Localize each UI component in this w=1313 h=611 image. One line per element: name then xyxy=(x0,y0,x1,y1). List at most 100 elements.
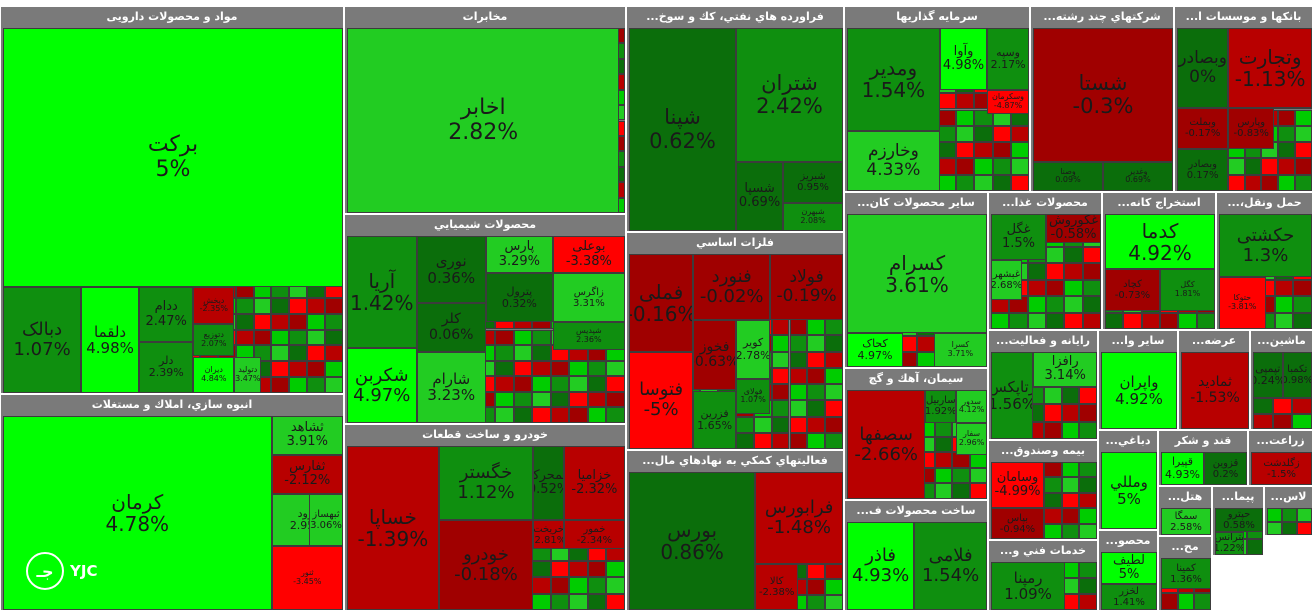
stock-tile[interactable]: فرابورس -1.48% xyxy=(755,472,843,565)
stock-tile[interactable]: دتولید 3.47% xyxy=(234,356,262,393)
stock-tile[interactable]: اخابر 2.82% xyxy=(347,28,620,213)
stock-tile[interactable]: حکشتی 1.3% xyxy=(1219,214,1312,278)
stock-tile[interactable]: زگلدشت -1.5% xyxy=(1251,452,1312,485)
stock-tile[interactable]: ومدیر 1.54% xyxy=(847,28,940,131)
stock-tile[interactable]: وپارس -0.83% xyxy=(1228,107,1275,149)
stock-tile[interactable]: وسامان -4.99% xyxy=(991,462,1044,509)
minor-stock-tile xyxy=(753,432,772,449)
stock-tile[interactable]: شسپا 0.69% xyxy=(736,161,784,231)
stock-tile[interactable]: خمحرکه0.52% xyxy=(533,446,564,520)
stock-tile[interactable]: خزامیا -2.32% xyxy=(563,446,625,520)
stock-tile[interactable]: ثفارس -2.12% xyxy=(271,454,343,494)
stock-tile[interactable]: وبصادر 0% xyxy=(1177,28,1229,108)
stock-tile[interactable]: آریا 1.42% xyxy=(347,236,417,349)
stock-tile[interactable]: کسرا 3.71% xyxy=(933,333,987,367)
stock-tile[interactable]: کالا -2.38% xyxy=(755,564,799,610)
stock-tile[interactable]: غکوروش -0.58% xyxy=(1046,214,1101,243)
stock-tile[interactable]: وغدیر 0.69% xyxy=(1103,161,1173,191)
stock-tile[interactable]: بوعلی -3.38% xyxy=(552,236,625,274)
stock-tile[interactable]: وبملت -0.17% xyxy=(1177,107,1229,149)
stock-tile[interactable]: کلر 0.06% xyxy=(416,303,486,352)
stock-tile[interactable]: کحاک 4.97% xyxy=(847,333,903,367)
stock-tile[interactable]: دبالک 1.07% xyxy=(3,287,82,393)
stock-tile[interactable]: شتران 2.42% xyxy=(736,28,843,162)
stock-tile[interactable]: فولاد -0.19% xyxy=(770,254,843,321)
stock-tile[interactable]: ددام 2.47% xyxy=(139,287,194,342)
stock-tile[interactable]: غگل 1.5% xyxy=(991,214,1046,260)
minor-stock-tile xyxy=(325,377,343,393)
stock-tile[interactable]: خمور -2.34% xyxy=(563,519,625,550)
stock-tile[interactable]: دتوزیع 2.07% xyxy=(193,323,235,357)
stock-tile[interactable]: کویر 2.78% xyxy=(736,320,771,379)
stock-tile[interactable]: واپران 4.92% xyxy=(1101,352,1177,429)
stock-tile[interactable]: سفار 2.96% xyxy=(956,422,987,456)
stock-tile[interactable]: تپمپی0.24% xyxy=(1253,352,1283,399)
stock-tile[interactable]: دپخش -2.35% xyxy=(193,287,235,324)
stock-tile[interactable]: کمینا 1.36% xyxy=(1161,558,1211,590)
stock-tile[interactable]: کگل 1.81% xyxy=(1160,269,1215,311)
stock-tile[interactable]: غبشهر 2.68% xyxy=(991,260,1022,301)
stock-tile[interactable]: زاگرس 3.31% xyxy=(552,273,625,322)
sector-content: لطیف 5% لخزر 1.41% xyxy=(1101,552,1157,610)
stock-tile[interactable]: بورس 0.86% xyxy=(629,472,756,610)
stock-tile[interactable]: شپنا 0.62% xyxy=(629,28,736,231)
stock-tile[interactable]: فنورد -0.02% xyxy=(693,254,771,321)
stock-tile[interactable]: برکت 5% xyxy=(3,28,343,288)
stock-tile[interactable]: دیران 4.84% xyxy=(193,356,235,393)
stock-tile[interactable]: بترانس 1.22% xyxy=(1215,531,1244,555)
stock-tile[interactable]: خگستر 1.12% xyxy=(438,446,534,520)
stock-tile[interactable]: بپاس -0.94% xyxy=(991,508,1044,539)
stock-tile[interactable]: نوری 0.36% xyxy=(416,236,486,304)
stock-tile[interactable]: فتوسا -5% xyxy=(629,351,694,449)
stock-tile[interactable]: فملی -0.16% xyxy=(629,254,694,352)
stock-tile[interactable]: شپدیس 2.36% xyxy=(552,322,625,351)
stock-tile[interactable]: ثمادید -1.53% xyxy=(1181,352,1249,429)
stock-tile[interactable]: ثبهساز 3.06% xyxy=(309,493,343,546)
stock-tile[interactable]: ساربیل 1.92% xyxy=(925,390,957,423)
minor-stock-tile xyxy=(1292,398,1312,414)
stock-tile[interactable]: رتاپکس1.56% xyxy=(991,352,1034,439)
stock-tile[interactable]: شبریز 0.95% xyxy=(783,161,843,203)
stock-tile[interactable]: فزرین 1.65% xyxy=(693,390,736,449)
stock-tile[interactable]: لخزر 1.41% xyxy=(1101,583,1157,610)
stock-tile[interactable]: وصنا 0.09% xyxy=(1033,161,1103,191)
stock-tile[interactable]: تکمبا 0.98% xyxy=(1282,352,1312,399)
stock-tile[interactable]: کچاد -0.73% xyxy=(1105,269,1160,311)
stock-tile[interactable]: قپیرا 4.93% xyxy=(1161,452,1204,485)
stock-tile[interactable]: پارس 3.29% xyxy=(486,236,553,274)
stock-tile[interactable]: فاذر 4.93% xyxy=(847,522,915,610)
stock-tile[interactable]: وبصادر 0.17% xyxy=(1177,148,1229,191)
stock-tile[interactable]: فولای 1.07% xyxy=(736,378,771,414)
stock-tile[interactable]: حپترو 0.58% xyxy=(1215,508,1263,532)
stock-tile[interactable]: رافزا 3.14% xyxy=(1033,352,1097,387)
stock-tile[interactable]: وسپه 2.17% xyxy=(987,28,1029,90)
stock-tile[interactable]: وتجارت -1.13% xyxy=(1228,28,1312,108)
stock-tile[interactable]: لطیف 5% xyxy=(1101,552,1157,584)
stock-tile[interactable]: ثشاهد 3.91% xyxy=(271,416,343,455)
stock-tile[interactable]: ومللي 5% xyxy=(1101,452,1157,529)
stock-tile[interactable]: قزوین 0.2% xyxy=(1204,452,1247,485)
stock-tile[interactable]: سدور 4.12% xyxy=(956,390,987,423)
stock-tile[interactable]: خودرو -0.18% xyxy=(438,519,534,610)
stock-tile[interactable]: وخارزم 4.33% xyxy=(847,130,940,191)
stock-tile[interactable]: فلامی 1.54% xyxy=(914,522,987,610)
stock-tile[interactable]: وسکرمان -4.87% xyxy=(987,89,1029,115)
stock-tile[interactable]: کدما 4.92% xyxy=(1105,214,1215,270)
stock-tile[interactable]: شارام 3.23% xyxy=(416,351,486,423)
stock-tile[interactable]: خساپا -1.39% xyxy=(347,446,439,610)
stock-tile[interactable]: وآوا 4.98% xyxy=(939,28,988,90)
stock-tile[interactable]: پترول 0.32% xyxy=(486,273,553,322)
stock-tile[interactable]: خریخت-2.81% xyxy=(533,519,564,550)
stock-tile[interactable]: دلقما 4.98% xyxy=(81,287,139,393)
stock-tile[interactable]: فخوز-0.63% xyxy=(693,320,736,391)
stock-tile[interactable]: دلر 2.39% xyxy=(139,341,194,393)
stock-tile[interactable]: ثنور -3.45% xyxy=(271,545,343,610)
stock-tile[interactable]: حتوکا -3.81% xyxy=(1219,277,1266,329)
stock-tile[interactable]: شکربن 4.97% xyxy=(347,348,417,423)
stock-tile[interactable]: شبهرن 2.08% xyxy=(783,202,843,231)
stock-tile[interactable]: رمپنا 1.09% xyxy=(991,562,1066,610)
stock-tile[interactable]: کسرام 3.61% xyxy=(847,214,987,334)
stock-tile[interactable]: سمگا 2.58% xyxy=(1161,508,1211,535)
stock-tile[interactable]: سصفها -2.66% xyxy=(847,390,926,499)
stock-tile[interactable]: شستا -0.3% xyxy=(1033,28,1173,162)
